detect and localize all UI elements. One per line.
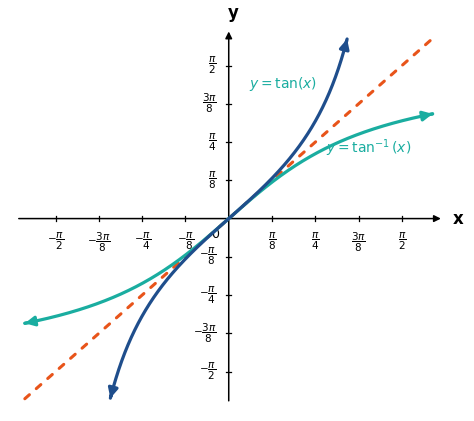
- Text: $-\dfrac{\pi}{2}$: $-\dfrac{\pi}{2}$: [199, 361, 217, 382]
- Text: $\dfrac{3\pi}{8}$: $\dfrac{3\pi}{8}$: [351, 231, 366, 255]
- Text: $-\dfrac{\pi}{8}$: $-\dfrac{\pi}{8}$: [177, 231, 194, 253]
- Text: $0$: $0$: [211, 228, 220, 241]
- Text: $\dfrac{\pi}{2}$: $\dfrac{\pi}{2}$: [398, 231, 406, 253]
- Text: $-\dfrac{3\pi}{8}$: $-\dfrac{3\pi}{8}$: [193, 322, 217, 345]
- Text: $\dfrac{\pi}{4}$: $\dfrac{\pi}{4}$: [311, 231, 319, 253]
- Text: $-\dfrac{\pi}{4}$: $-\dfrac{\pi}{4}$: [134, 231, 151, 253]
- Text: $-\dfrac{\pi}{8}$: $-\dfrac{\pi}{8}$: [199, 246, 217, 267]
- Text: $\dfrac{\pi}{8}$: $\dfrac{\pi}{8}$: [268, 231, 276, 253]
- Text: $-\dfrac{\pi}{2}$: $-\dfrac{\pi}{2}$: [47, 231, 64, 253]
- Text: $\dfrac{\pi}{2}$: $\dfrac{\pi}{2}$: [208, 55, 217, 76]
- Text: $\dfrac{3\pi}{8}$: $\dfrac{3\pi}{8}$: [201, 92, 217, 115]
- Text: $\mathbf{x}$: $\mathbf{x}$: [453, 210, 465, 228]
- Text: $y = \tan^{-1}(x)$: $y = \tan^{-1}(x)$: [326, 138, 411, 159]
- Text: $y = \tan(x)$: $y = \tan(x)$: [248, 75, 317, 93]
- Text: $\dfrac{\pi}{8}$: $\dfrac{\pi}{8}$: [208, 170, 217, 191]
- Text: $\mathbf{y}$: $\mathbf{y}$: [227, 6, 239, 24]
- Text: $-\dfrac{\pi}{4}$: $-\dfrac{\pi}{4}$: [199, 285, 217, 306]
- Text: $-\dfrac{3\pi}{8}$: $-\dfrac{3\pi}{8}$: [87, 231, 111, 255]
- Text: $\dfrac{\pi}{4}$: $\dfrac{\pi}{4}$: [208, 131, 217, 153]
